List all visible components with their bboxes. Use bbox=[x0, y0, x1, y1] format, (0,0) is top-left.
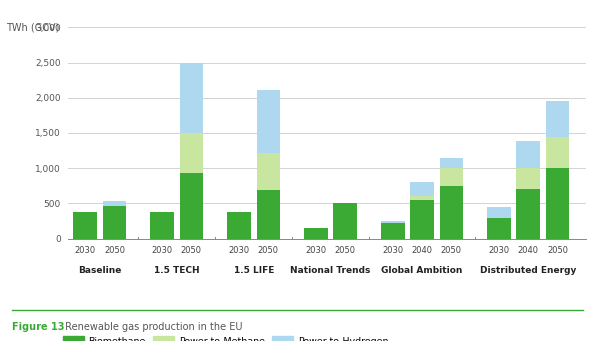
Bar bbox=[516, 189, 540, 239]
Bar bbox=[180, 173, 203, 239]
Text: 1.5 LIFE: 1.5 LIFE bbox=[233, 266, 274, 275]
Text: Figure 13: Figure 13 bbox=[12, 322, 64, 332]
Bar bbox=[304, 228, 328, 239]
Bar bbox=[227, 212, 251, 239]
Bar bbox=[151, 212, 174, 239]
Bar bbox=[180, 62, 203, 133]
Text: Baseline: Baseline bbox=[78, 266, 121, 275]
Bar bbox=[440, 158, 463, 168]
Bar bbox=[487, 207, 511, 218]
Bar bbox=[487, 218, 511, 239]
Text: 1.5 TECH: 1.5 TECH bbox=[154, 266, 199, 275]
Bar bbox=[516, 168, 540, 189]
Bar bbox=[440, 168, 463, 186]
Bar bbox=[333, 204, 357, 239]
Bar bbox=[546, 101, 569, 136]
Text: National Trends: National Trends bbox=[290, 266, 371, 275]
Bar bbox=[381, 223, 405, 239]
Bar bbox=[103, 206, 126, 239]
Bar bbox=[411, 196, 434, 200]
Bar bbox=[256, 90, 280, 153]
Legend: Biomethane, Power-to-Methane, Power-to-Hydrogen: Biomethane, Power-to-Methane, Power-to-H… bbox=[63, 337, 389, 341]
Bar bbox=[546, 168, 569, 239]
Text: Global Ambition: Global Ambition bbox=[381, 266, 463, 275]
Bar bbox=[546, 136, 569, 168]
Text: TWh (GCV): TWh (GCV) bbox=[6, 22, 60, 32]
Bar bbox=[256, 190, 280, 239]
Bar bbox=[381, 221, 405, 223]
Bar bbox=[256, 153, 280, 190]
Bar bbox=[73, 212, 97, 239]
Bar bbox=[516, 141, 540, 168]
Bar bbox=[411, 182, 434, 196]
Bar bbox=[180, 133, 203, 173]
Bar bbox=[440, 186, 463, 239]
Text: Renewable gas production in the EU: Renewable gas production in the EU bbox=[62, 322, 243, 332]
Text: Distributed Energy: Distributed Energy bbox=[480, 266, 577, 275]
Bar bbox=[103, 201, 126, 206]
Bar bbox=[411, 200, 434, 239]
